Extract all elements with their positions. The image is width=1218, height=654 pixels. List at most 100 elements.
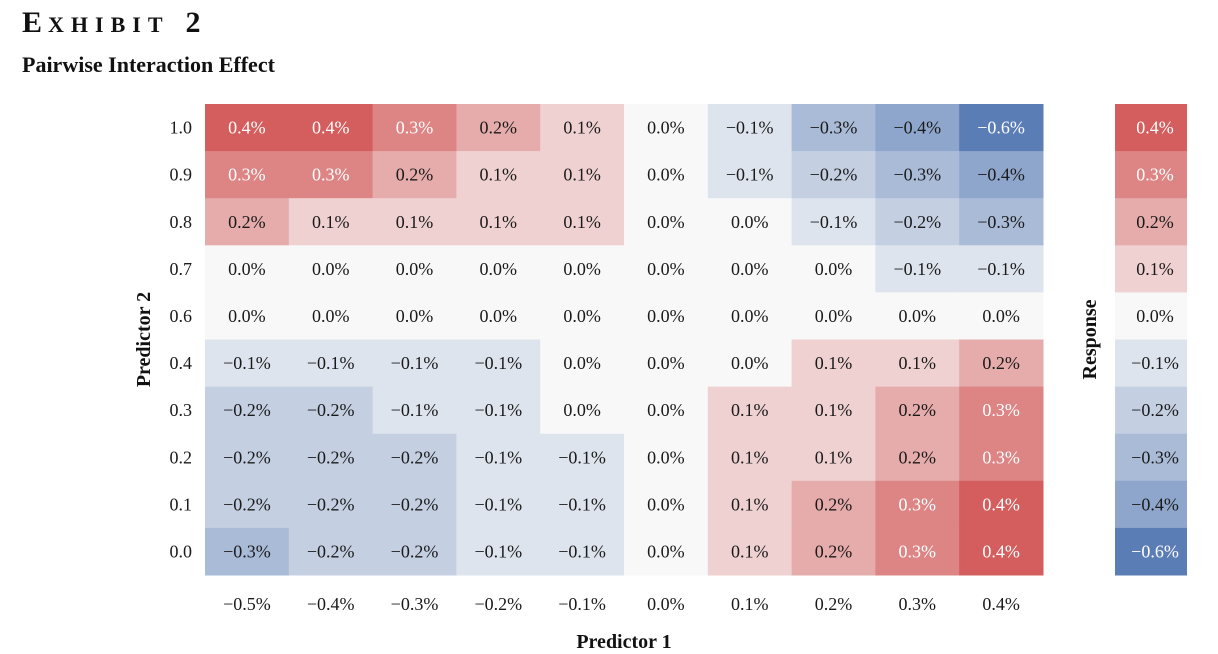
heatmap-cell [540, 480, 625, 529]
heatmap-cell [540, 245, 625, 293]
heatmap-cell [540, 386, 625, 435]
cell-value-label: −0.1% [810, 212, 858, 232]
cell-value-label: 0.0% [396, 259, 434, 279]
heatmap-cell [205, 339, 290, 388]
heatmap-cell [959, 339, 1044, 388]
heatmap-cell [959, 151, 1044, 199]
heatmap-cell [959, 527, 1044, 576]
heatmap-cell [288, 386, 374, 435]
cell-value-label: −0.3% [893, 165, 941, 185]
cell-value-label: 0.0% [731, 212, 769, 232]
cell-value-label: −0.4% [893, 118, 941, 138]
cell-value-label: −0.1% [474, 353, 522, 373]
cell-value-label: 0.0% [731, 306, 769, 326]
heatmap-cell [372, 292, 457, 340]
colorbar-label: 0.0% [1136, 306, 1174, 326]
cell-value-label: 0.1% [899, 353, 937, 373]
heatmap-cell [624, 386, 709, 435]
cell-value-label: 0.0% [563, 259, 601, 279]
cell-value-label: 0.1% [480, 165, 518, 185]
cell-value-label: 0.2% [899, 447, 937, 467]
colorbar-label: 0.4% [1136, 118, 1174, 138]
colorbar-swatch [1115, 386, 1187, 435]
heatmap-cell [624, 433, 709, 482]
heatmap-cell [288, 527, 374, 576]
heatmap-cell [959, 245, 1044, 293]
cell-value-label: 0.1% [731, 541, 769, 561]
cell-value-label: 0.0% [815, 259, 853, 279]
colorbar-title: Response [1079, 299, 1101, 379]
heatmap-cell [540, 151, 625, 199]
heatmap-cell [456, 245, 541, 293]
cell-value-label: 0.2% [396, 165, 434, 185]
heatmap-cell [372, 527, 457, 576]
cell-value-label: −0.2% [223, 400, 271, 420]
cell-value-label: 0.1% [815, 353, 853, 373]
heatmap-cell [372, 480, 457, 529]
cell-value-label: −0.2% [391, 447, 439, 467]
heatmap-cell [372, 151, 457, 199]
y-tick-label: 0.4 [170, 353, 193, 373]
exhibit-number: 2 [185, 6, 201, 39]
cell-value-label: −0.1% [977, 259, 1025, 279]
heatmap-cell [540, 104, 625, 152]
x-tick-label: 0.1% [731, 594, 769, 614]
x-tick-label: 0.2% [815, 594, 853, 614]
heatmap-cell [791, 245, 876, 293]
colorbar-label: −0.1% [1131, 353, 1179, 373]
heatmap-cell [288, 433, 374, 482]
cell-value-label: −0.6% [977, 118, 1025, 138]
y-axis-label: Predictor 2 [133, 292, 155, 387]
colorbar-label: −0.2% [1131, 400, 1179, 420]
heatmap-cell [372, 198, 457, 246]
heatmap-cell [540, 339, 625, 388]
heatmap-cell [791, 151, 876, 199]
cell-value-label: 0.1% [563, 212, 601, 232]
colorbar-swatch [1115, 292, 1187, 340]
cell-value-label: 0.0% [647, 447, 685, 467]
cell-value-label: 0.0% [228, 259, 266, 279]
heatmap-cell [791, 292, 876, 340]
x-tick-label: −0.5% [223, 594, 271, 614]
heatmap-cell [288, 480, 374, 529]
heatmap-cell [540, 198, 625, 246]
cell-value-label: 0.1% [480, 212, 518, 232]
heatmap-cell [707, 245, 793, 293]
heatmap-cell [288, 104, 374, 152]
cell-value-label: −0.1% [558, 541, 606, 561]
heatmap-cell [624, 104, 709, 152]
cell-value-label: 0.0% [647, 353, 685, 373]
heatmap-cell [624, 339, 709, 388]
y-tick-label: 0.9 [170, 165, 193, 185]
heatmap-cell [372, 104, 457, 152]
cell-value-label: 0.1% [815, 447, 853, 467]
heatmap-cell [205, 198, 290, 246]
cell-value-label: 0.0% [480, 306, 518, 326]
heatmap-cell [791, 527, 876, 576]
colorbar-swatch [1115, 480, 1187, 529]
cell-value-label: −0.1% [726, 165, 774, 185]
heatmap-cell [456, 104, 541, 152]
heatmap-cell [456, 198, 541, 246]
heatmap-cell [456, 386, 541, 435]
cell-value-label: 0.1% [563, 165, 601, 185]
heatmap-cell [372, 245, 457, 293]
cell-value-label: −0.1% [223, 353, 271, 373]
cell-value-label: 0.0% [563, 353, 601, 373]
colorbar-swatch [1115, 245, 1187, 293]
cell-value-label: −0.1% [558, 447, 606, 467]
heatmap-cell [624, 245, 709, 293]
cell-value-label: −0.2% [810, 165, 858, 185]
heatmap-cell [624, 198, 709, 246]
heatmap-cell [707, 527, 793, 576]
cell-value-label: −0.2% [307, 541, 355, 561]
x-tick-label: −0.1% [558, 594, 606, 614]
heatmap-cell [624, 527, 709, 576]
heatmap-cell [288, 292, 374, 340]
cell-value-label: −0.1% [558, 494, 606, 514]
heatmap-cell [791, 339, 876, 388]
heatmap-cell [707, 433, 793, 482]
cell-value-label: 0.3% [899, 494, 937, 514]
cell-value-label: 0.4% [312, 118, 350, 138]
heatmap-cell [624, 480, 709, 529]
